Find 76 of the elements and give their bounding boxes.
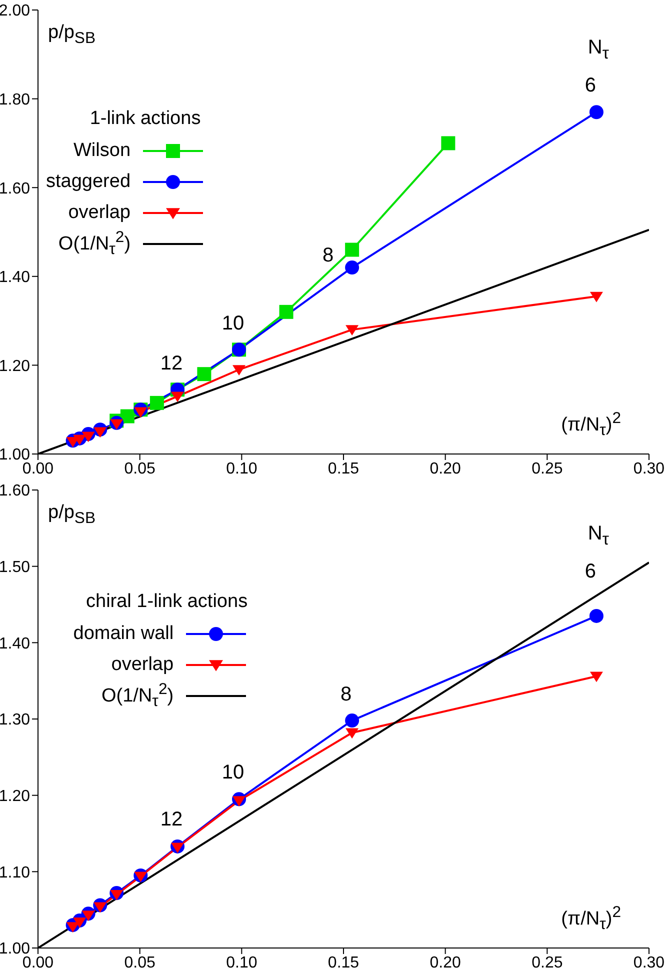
x-tick-label: 0.10 (226, 460, 258, 478)
annotation: 10 (222, 312, 244, 336)
x-tick-label: 0.25 (532, 460, 563, 478)
y-tick-label: 1.40 (0, 269, 30, 286)
point (94, 902, 107, 913)
point (73, 917, 86, 928)
point (82, 910, 95, 922)
point (110, 419, 124, 430)
x-tick-label: 0.05 (124, 954, 156, 972)
x-tick-label: 0.20 (430, 954, 462, 972)
annotation: 12 (160, 808, 183, 832)
annotation: 12 (160, 352, 183, 376)
point (66, 922, 80, 932)
point (345, 260, 360, 275)
point (279, 304, 294, 319)
annotation: 6 (584, 560, 596, 584)
y-tick-label: 1.50 (0, 559, 30, 576)
point (150, 396, 164, 410)
legend-label: overlap (111, 654, 174, 676)
y-tick-label: 1.60 (0, 180, 30, 198)
annotation: 8 (322, 244, 334, 268)
legend-label: domain wall (73, 623, 174, 646)
point (110, 890, 124, 900)
point (590, 672, 603, 682)
annotation: 6 (584, 74, 596, 98)
point (134, 872, 148, 882)
x-axis-title: (π/N$_{τ}$)$^{2}$ (561, 904, 621, 934)
point (232, 796, 246, 807)
point (590, 292, 603, 302)
point (589, 608, 604, 623)
x-tick-label: 0.20 (430, 460, 462, 478)
annotation: 8 (340, 683, 352, 706)
annotation: 10 (222, 762, 244, 785)
legend-label: staggered (46, 171, 131, 194)
x-tick-label: 0.30 (633, 954, 665, 972)
y-axis-title: p/p$_{SB}$ (48, 502, 96, 528)
point (73, 434, 86, 446)
x-tick-label: 0.00 (22, 954, 54, 972)
y-tick-label: 1.10 (0, 864, 30, 882)
x-tick-label: 0.25 (532, 954, 563, 972)
legend-label: Wilson (74, 140, 131, 162)
y-tick-label: 2.00 (0, 2, 30, 20)
point (345, 242, 360, 257)
x-tick-label: 0.00 (22, 460, 54, 478)
annotation: N$_{τ}$ (588, 522, 609, 550)
legend-label: O(1/N$_{τ}$$^{2}$) (101, 681, 174, 712)
y-tick-label: 1.40 (0, 635, 30, 652)
point (345, 714, 360, 728)
point (82, 432, 95, 442)
legend-title: chiral 1-link actions (86, 590, 248, 613)
legend-label: overlap (68, 202, 131, 224)
point (134, 407, 148, 418)
x-tick-label: 0.15 (328, 954, 360, 972)
point (346, 728, 359, 739)
point (94, 427, 107, 438)
legend-title: 1-link actions (90, 108, 201, 130)
point (171, 392, 184, 402)
y-tick-label: 1.30 (0, 712, 30, 729)
annotation: N$_{τ}$ (588, 36, 609, 64)
x-tick-label: 0.05 (124, 460, 156, 478)
x-axis-title: (π/N$_{τ}$)$^{2}$ (561, 410, 621, 440)
point (346, 325, 359, 336)
point (232, 365, 246, 376)
y-tick-label: 1.60 (0, 482, 30, 500)
point (197, 367, 212, 382)
point (441, 136, 456, 150)
x-tick-label: 0.15 (328, 460, 360, 478)
point (171, 842, 184, 854)
y-tick-label: 1.20 (0, 358, 30, 375)
y-axis-title: p/p$_{SB}$ (48, 22, 96, 48)
legend-label: O(1/N$_{τ}$$^{2}$) (58, 229, 131, 260)
x-tick-label: 0.30 (633, 460, 665, 478)
point (589, 105, 604, 120)
y-tick-label: 1.80 (0, 91, 30, 108)
x-tick-label: 0.10 (226, 954, 258, 972)
y-tick-label: 1.20 (0, 788, 30, 806)
